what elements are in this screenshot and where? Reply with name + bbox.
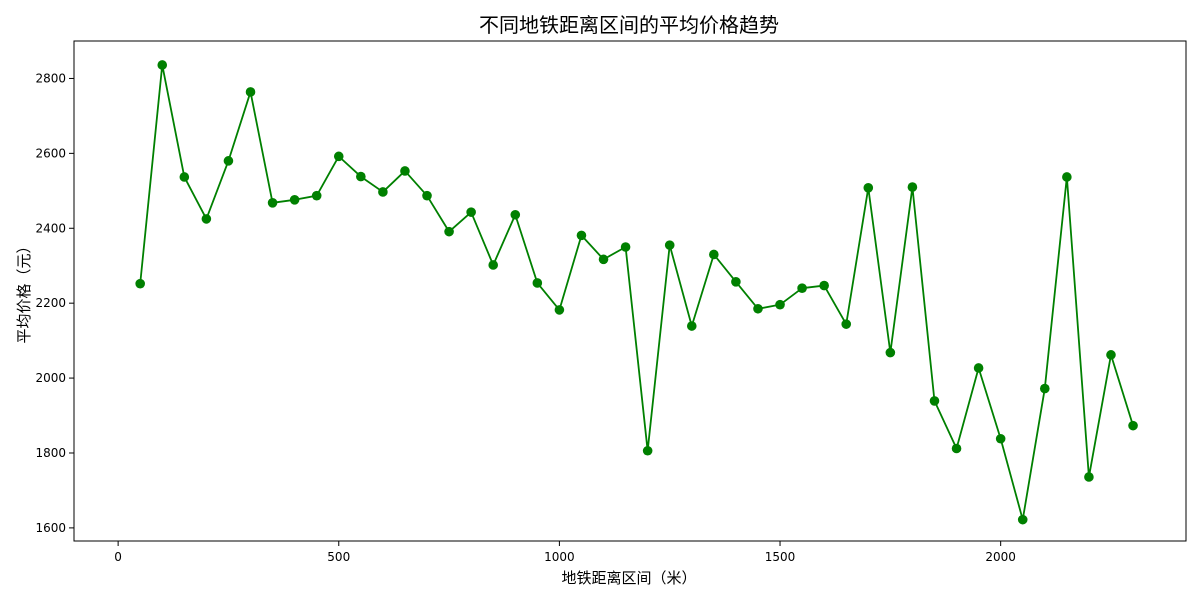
plot-area-frame — [73, 40, 1187, 542]
data-point — [598, 254, 609, 265]
data-point — [179, 172, 190, 182]
series-line — [139, 64, 1134, 521]
data-point — [929, 396, 940, 406]
data-point — [422, 190, 432, 201]
data-point — [576, 230, 587, 241]
y-axis-label: 平均价格（元） — [15, 238, 33, 343]
data-point — [819, 280, 829, 291]
data-point — [157, 60, 168, 70]
data-point — [201, 214, 212, 224]
data-point — [135, 278, 145, 289]
data-point — [267, 198, 278, 208]
y-axis-ticks: 1600 1800 2000 2200 2400 2600 2800 — [35, 71, 74, 535]
series-layer — [135, 60, 1138, 525]
data-point — [885, 347, 896, 358]
data-point — [951, 443, 962, 454]
data-point — [245, 87, 256, 97]
data-point — [620, 242, 631, 252]
y-tick-label: 1600 — [35, 521, 66, 535]
data-point — [378, 187, 388, 197]
data-point — [775, 299, 785, 310]
y-tick-label: 2400 — [35, 221, 66, 235]
data-point — [311, 190, 322, 201]
data-point — [532, 278, 543, 288]
data-point — [642, 445, 653, 456]
data-point — [863, 183, 874, 193]
x-tick-label: 2000 — [985, 550, 1016, 564]
data-point — [753, 303, 763, 314]
x-axis-label: 地铁距离区间（米） — [561, 569, 696, 587]
data-point — [664, 240, 675, 250]
data-point — [907, 182, 918, 192]
data-point — [1062, 172, 1072, 182]
data-point — [333, 151, 344, 162]
x-tick-label: 1000 — [544, 550, 575, 564]
y-tick-label: 2800 — [35, 71, 66, 85]
x-axis-ticks: 0 500 1000 1500 2000 — [114, 541, 1016, 564]
y-tick-label: 1800 — [35, 446, 66, 460]
data-point — [1106, 350, 1116, 360]
data-point — [466, 207, 476, 217]
data-point — [289, 195, 300, 205]
x-tick-label: 0 — [114, 550, 122, 564]
data-point — [841, 319, 852, 329]
data-point — [510, 209, 521, 220]
data-point — [973, 363, 984, 373]
x-tick-label: 500 — [327, 550, 350, 564]
y-tick-label: 2000 — [35, 371, 66, 385]
data-point — [223, 156, 234, 166]
data-point — [488, 260, 499, 270]
y-tick-label: 2600 — [35, 146, 66, 160]
data-point — [554, 305, 565, 315]
data-point — [709, 249, 719, 260]
data-point — [797, 283, 807, 293]
data-point — [1017, 514, 1028, 525]
chart-title: 不同地铁距离区间的平均价格趋势 — [479, 13, 779, 37]
y-tick-label: 2200 — [35, 296, 66, 310]
data-point — [995, 433, 1006, 444]
data-point — [731, 277, 741, 287]
data-point — [1039, 383, 1050, 394]
x-tick-label: 1500 — [765, 550, 796, 564]
data-point — [400, 166, 410, 176]
data-point — [686, 321, 697, 331]
data-point — [1128, 420, 1138, 431]
data-point — [1084, 472, 1094, 482]
data-point — [444, 226, 454, 237]
data-point — [356, 171, 366, 182]
